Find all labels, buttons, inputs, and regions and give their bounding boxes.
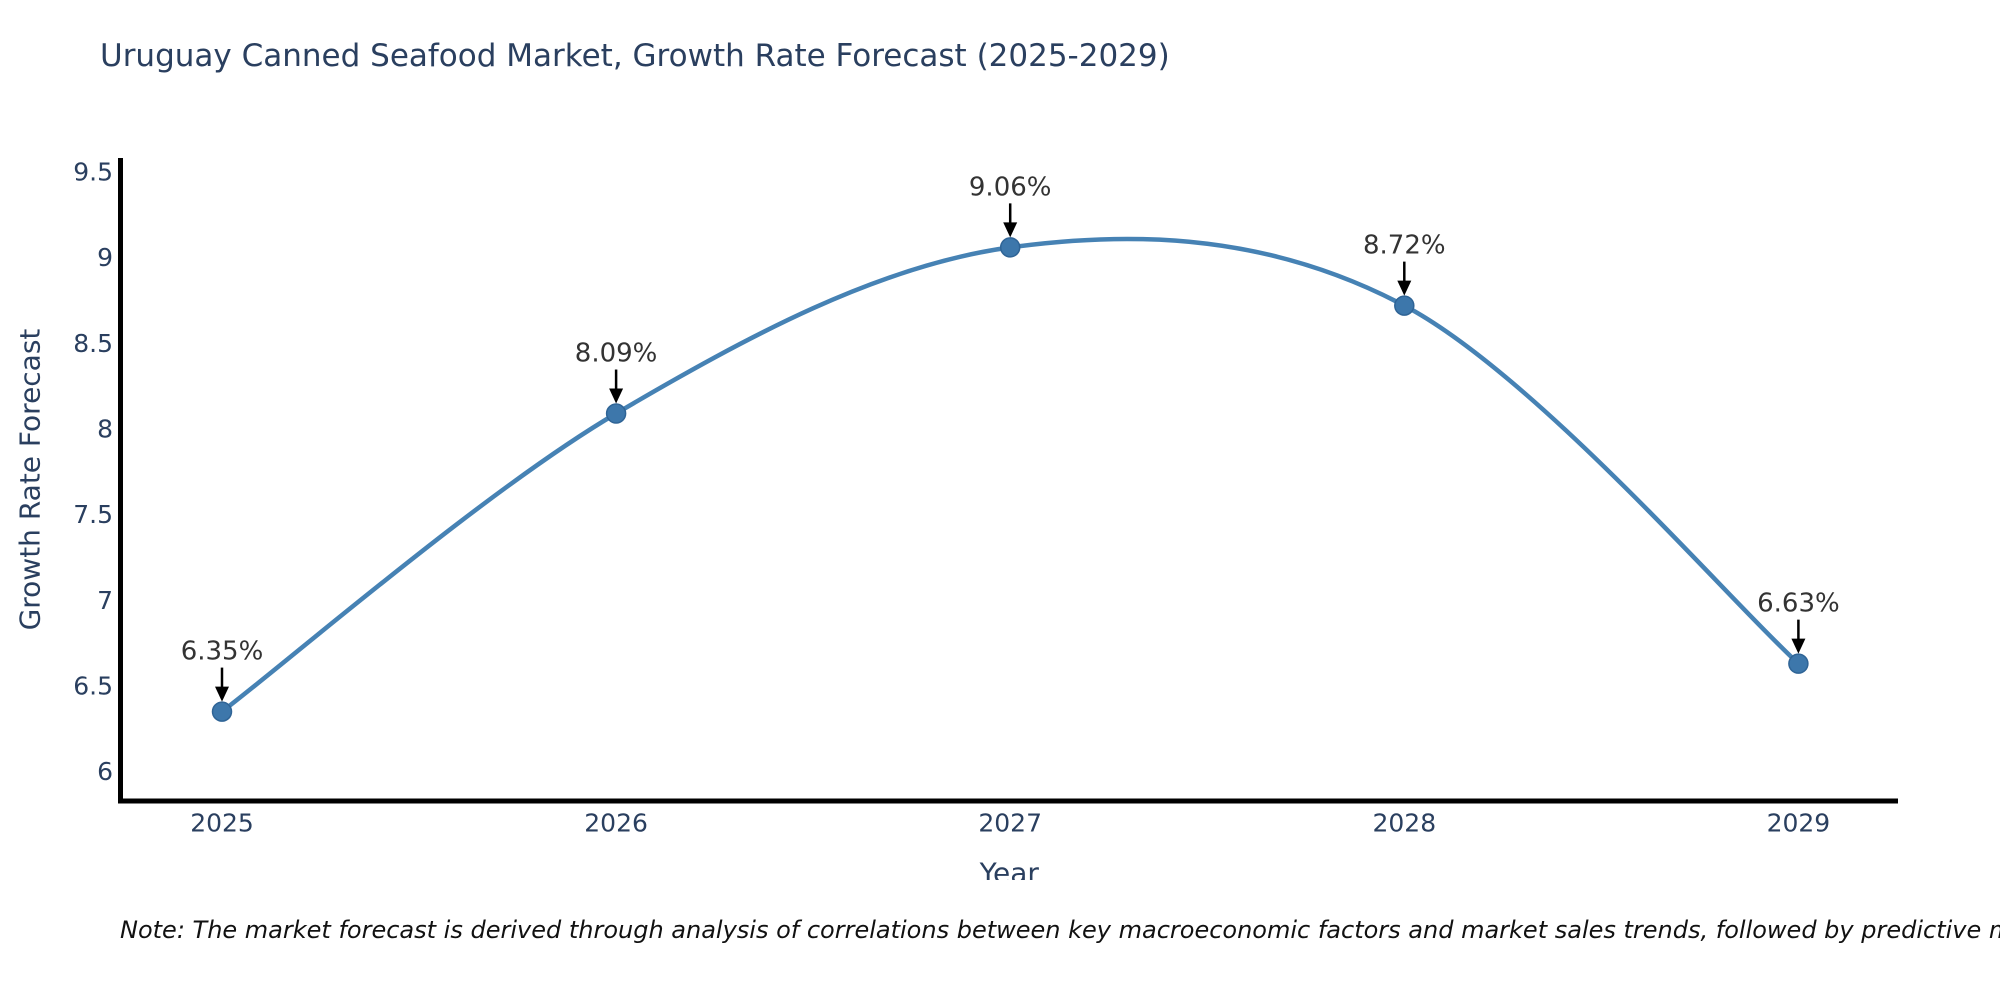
data-point-marker	[605, 403, 627, 424]
line-chart-plot-area: 6 6.5 7 7.5 8 8.5 9 9.5 2025 2026 2027 2028 2029 Grow…	[14, 158, 1898, 890]
x-axis-title: Year	[979, 857, 1040, 881]
data-point-marker	[1788, 653, 1809, 674]
data-point-marker	[999, 237, 1021, 258]
annotation-arrowhead-icon	[1003, 222, 1018, 238]
data-point-label: 6.35%	[181, 637, 264, 667]
data-point-label: 8.09%	[575, 339, 658, 369]
data-point-label: 8.72%	[1363, 231, 1446, 261]
y-tick-label: 8	[97, 414, 113, 443]
x-tick-label: 2029	[1767, 809, 1831, 838]
y-axis-title: Growth Rate Forecast	[14, 329, 47, 631]
y-tick-label: 8.5	[73, 329, 113, 358]
annotation-arrowhead-icon	[215, 686, 229, 702]
x-tick-label: 2025	[190, 809, 254, 838]
y-tick-label: 7	[97, 586, 113, 615]
annotation-arrowhead-icon	[1397, 280, 1412, 296]
y-tick-label: 9	[97, 243, 113, 272]
x-tick-label: 2027	[978, 809, 1042, 838]
forecast-line	[219, 236, 1801, 714]
data-point-marker	[211, 701, 233, 722]
x-tick-label: 2026	[584, 809, 648, 838]
y-tick-label: 9.5	[73, 158, 113, 187]
annotation-arrowhead-icon	[609, 388, 624, 404]
data-point-label: 6.63%	[1757, 589, 1840, 619]
footnote-text: Note: The market forecast is derived thr…	[120, 916, 2000, 944]
data-point-label: 9.06%	[969, 172, 1052, 202]
chart-title: Uruguay Canned Seafood Market, Growth Ra…	[100, 38, 1170, 74]
annotation-arrowhead-icon	[1791, 638, 1806, 654]
y-tick-label: 6	[97, 757, 113, 786]
y-tick-label: 7.5	[73, 500, 113, 529]
x-tick-label: 2028	[1372, 809, 1436, 838]
data-point-marker	[1394, 295, 1415, 316]
y-tick-label: 6.5	[73, 671, 113, 700]
